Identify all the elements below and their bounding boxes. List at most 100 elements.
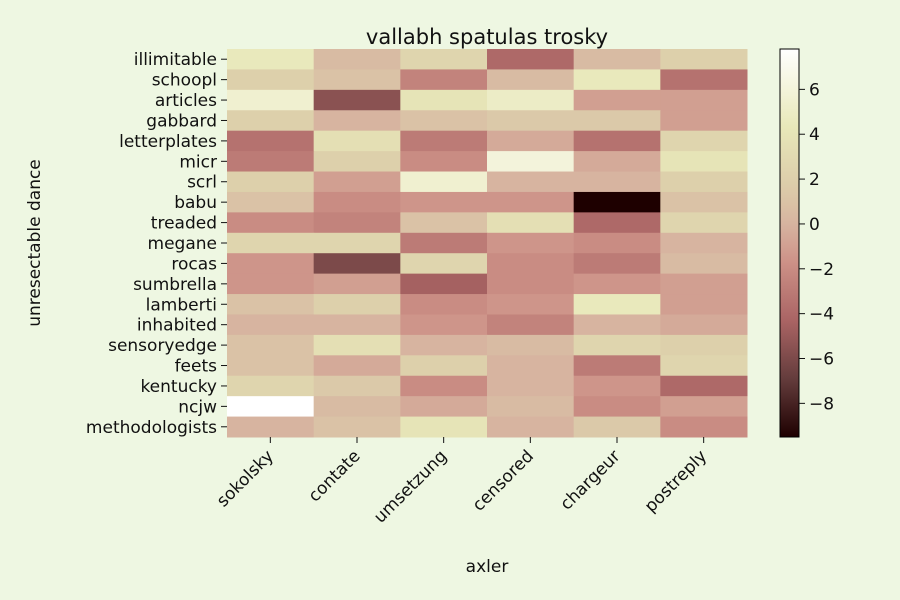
heatmap-cell [400, 69, 488, 91]
y-tick-label: rocas [171, 254, 217, 274]
colorbar-ticks: −8 −6 −4 −2 0 2 4 6 [799, 80, 834, 414]
heatmap-cell [573, 314, 661, 336]
heatmap-cell [660, 49, 748, 70]
colorbar-gradient [779, 48, 800, 438]
y-tick-label: babu [174, 193, 217, 213]
heatmap-cell [660, 69, 748, 91]
heatmap-cell [313, 334, 401, 356]
heatmap-cell [227, 110, 315, 132]
heatmap-cell [573, 253, 661, 275]
heatmap-cell [487, 416, 575, 438]
heatmap-cell [313, 191, 401, 213]
heatmap-cell [227, 396, 315, 418]
heatmap-cell [313, 416, 401, 438]
heatmap-cell [400, 151, 488, 173]
heatmap-cell [313, 314, 401, 336]
heatmap-cell [313, 49, 401, 70]
colorbar-tick-label: 4 [809, 125, 820, 145]
x-tick-label: contate [305, 446, 365, 506]
heatmap-cell [660, 273, 748, 295]
colorbar-tick-label: 0 [809, 215, 820, 235]
y-tick-label: gabbard [146, 111, 217, 131]
heatmap-cell [313, 375, 401, 397]
heatmap-cell [400, 396, 488, 418]
heatmap-cell [660, 171, 748, 193]
heatmap-cell [573, 416, 661, 438]
heatmap-cell [400, 334, 488, 356]
x-tick-label: chargeur [556, 446, 624, 514]
heatmap-cell [487, 49, 575, 70]
colorbar-tick-label: 6 [809, 80, 820, 100]
heatmap-cell [487, 110, 575, 132]
heatmap-cell [227, 89, 315, 111]
heatmap-cell [313, 396, 401, 418]
heatmap-cell [573, 396, 661, 418]
heatmap-cell [227, 355, 315, 377]
heatmap-cell [487, 355, 575, 377]
heatmap-cell [400, 191, 488, 213]
colorbar: −8 −6 −4 −2 0 2 4 6 [779, 48, 834, 438]
heatmap-cell [660, 232, 748, 254]
heatmap-cell [400, 171, 488, 193]
heatmap-cell [660, 396, 748, 418]
heatmap-cell [313, 110, 401, 132]
x-axis-ticks: sokolsky contate umsetzung censored chargeur… [213, 437, 711, 527]
x-tick-label: censored [469, 446, 538, 515]
y-tick-label: megane [148, 234, 217, 254]
heatmap-cell [660, 191, 748, 213]
heatmap-cell [400, 130, 488, 152]
heatmap-cell [487, 273, 575, 295]
heatmap-cell [487, 151, 575, 173]
heatmap-cell [313, 89, 401, 111]
heatmap-cell [227, 273, 315, 295]
y-tick-label: methodologists [86, 418, 217, 438]
heatmap-cell [487, 314, 575, 336]
heatmap-cell [573, 130, 661, 152]
heatmap-cell [660, 253, 748, 275]
heatmap-cell [487, 375, 575, 397]
heatmap-cell [573, 171, 661, 193]
heatmap-cell [487, 171, 575, 193]
y-tick-label: kentucky [140, 377, 217, 397]
colorbar-tick-label: −6 [809, 350, 834, 370]
heatmap-cell [400, 49, 488, 70]
heatmap-cell [660, 375, 748, 397]
y-tick-label: schoopl [152, 71, 217, 91]
heatmap-cell [400, 314, 488, 336]
y-tick-label: letterplates [119, 132, 217, 152]
heatmap-cell [313, 273, 401, 295]
heatmap-cell [573, 355, 661, 377]
x-tick-label: postreply [641, 446, 711, 516]
heatmap-cell [487, 191, 575, 213]
heatmap-cell [660, 314, 748, 336]
heatmap-cell [400, 294, 488, 315]
heatmap-cell [313, 151, 401, 173]
heatmap-cell [313, 294, 401, 315]
heatmap-cell [313, 355, 401, 377]
heatmap-cell [400, 355, 488, 377]
heatmap-cell [573, 191, 661, 213]
heatmap-cell [660, 294, 748, 315]
heatmap-cell [487, 69, 575, 91]
heatmap-cell [313, 253, 401, 275]
heatmap-cell [313, 212, 401, 234]
y-tick-label: sumbrella [133, 275, 217, 295]
heatmap-cell [660, 89, 748, 111]
y-tick-label: scrl [187, 173, 217, 193]
y-tick-label: ncjw [178, 397, 217, 417]
y-tick-label: articles [155, 91, 217, 111]
heatmap-cell [487, 253, 575, 275]
heatmap-cell [487, 396, 575, 418]
heatmap-cell [400, 375, 488, 397]
heatmap-cell [400, 253, 488, 275]
heatmap-cell [573, 334, 661, 356]
heatmap-cell [227, 130, 315, 152]
y-axis-title: unresectable dance [25, 159, 45, 327]
heatmap-cell [573, 69, 661, 91]
heatmap-cell [400, 89, 488, 111]
heatmap-cell [660, 130, 748, 152]
heatmap-cell [400, 212, 488, 234]
heatmap-cell [227, 49, 315, 70]
